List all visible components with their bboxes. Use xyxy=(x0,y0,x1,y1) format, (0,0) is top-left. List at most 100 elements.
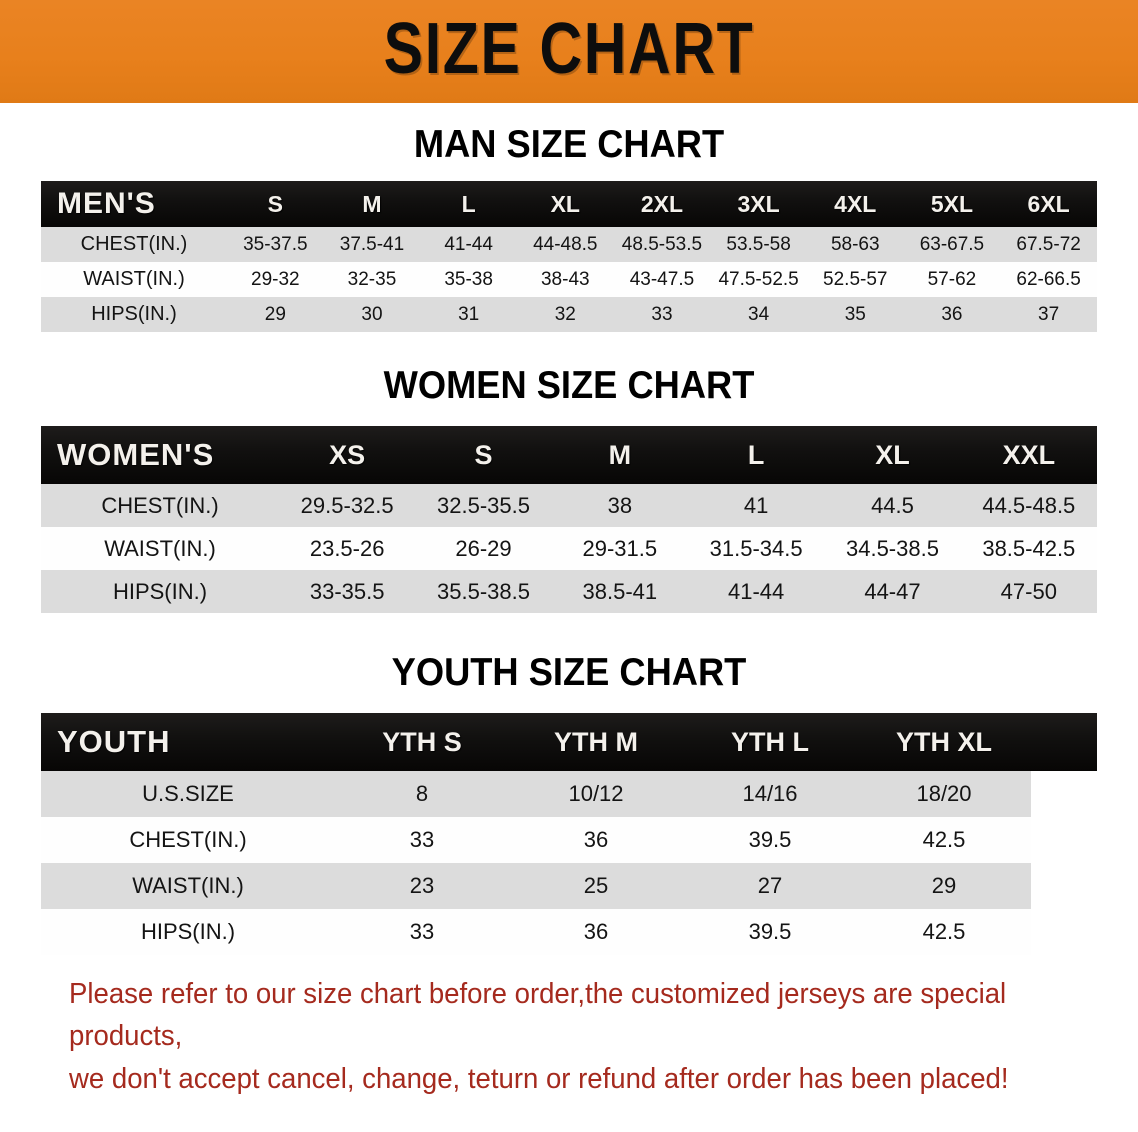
women-hips-m: 38.5-41 xyxy=(551,570,688,613)
men-table-body: CHEST(IN.) 35-37.5 37.5-41 41-44 44-48.5… xyxy=(41,227,1097,332)
women-hips-xl: 44-47 xyxy=(824,570,961,613)
table-row: U.S.SIZE 8 10/12 14/16 18/20 xyxy=(41,771,1097,817)
men-hips-4xl: 35 xyxy=(806,297,904,332)
women-waist-xl: 34.5-38.5 xyxy=(824,527,961,570)
men-chest-l: 41-44 xyxy=(420,227,517,262)
men-waist-l: 35-38 xyxy=(420,262,517,297)
women-header-row: WOMEN'S XS S M L XL XXL xyxy=(41,426,1097,484)
youth-table-wrapper: YOUTH YTH S YTH M YTH L YTH XL U.S.SIZE … xyxy=(41,713,1097,955)
men-hips-2xl: 33 xyxy=(613,297,711,332)
men-row-label-waist: WAIST(IN.) xyxy=(41,262,227,297)
women-waist-m: 29-31.5 xyxy=(551,527,688,570)
women-waist-s: 26-29 xyxy=(415,527,552,570)
men-waist-3xl: 47.5-52.5 xyxy=(710,262,807,297)
man-section-title: MAN SIZE CHART xyxy=(413,123,725,166)
youth-ussize-m: 10/12 xyxy=(509,771,683,817)
youth-row-label-us-size: U.S.SIZE xyxy=(41,771,335,817)
men-hips-3xl: 34 xyxy=(710,297,807,332)
youth-table-head: YOUTH YTH S YTH M YTH L YTH XL xyxy=(41,713,1097,771)
youth-waist-xl: 29 xyxy=(857,863,1031,909)
table-row: CHEST(IN.) 33 36 39.5 42.5 xyxy=(41,817,1097,863)
youth-hips-s: 33 xyxy=(335,909,509,955)
women-chest-xl: 44.5 xyxy=(824,484,961,527)
men-col-header-5xl: 5XL xyxy=(903,181,1001,227)
men-waist-5xl: 57-62 xyxy=(903,262,1001,297)
women-size-table: WOMEN'S XS S M L XL XXL CHEST(IN.) 29.5-… xyxy=(41,426,1097,613)
table-row: WAIST(IN.) 23 25 27 29 xyxy=(41,863,1097,909)
youth-section-title: YOUTH SIZE CHART xyxy=(391,651,747,694)
youth-col-header-yth-xl: YTH XL xyxy=(857,713,1031,771)
table-row: CHEST(IN.) 29.5-32.5 32.5-35.5 38 41 44.… xyxy=(41,484,1097,527)
men-chest-6xl: 67.5-72 xyxy=(1000,227,1097,262)
youth-row-label-chest: CHEST(IN.) xyxy=(41,817,335,863)
men-waist-m: 32-35 xyxy=(323,262,421,297)
youth-header-row: YOUTH YTH S YTH M YTH L YTH XL xyxy=(41,713,1097,771)
youth-chest-xl: 42.5 xyxy=(857,817,1031,863)
women-col-header-xxl: XXL xyxy=(960,426,1097,484)
men-header-row: MEN'S S M L XL 2XL 3XL 4XL 5XL 6XL xyxy=(41,181,1097,227)
men-chest-s: 35-37.5 xyxy=(227,227,324,262)
youth-chest-m: 36 xyxy=(509,817,683,863)
men-table-head: MEN'S S M L XL 2XL 3XL 4XL 5XL 6XL xyxy=(41,181,1097,227)
women-waist-xxl: 38.5-42.5 xyxy=(960,527,1097,570)
women-col-header-s: S xyxy=(415,426,552,484)
table-row: HIPS(IN.) 33 36 39.5 42.5 xyxy=(41,909,1097,955)
youth-row-filler xyxy=(1031,771,1097,817)
men-hips-xl: 32 xyxy=(516,297,614,332)
youth-col-header-yth-l: YTH L xyxy=(683,713,857,771)
youth-col-header-yth-s: YTH S xyxy=(335,713,509,771)
youth-row-label-hips: HIPS(IN.) xyxy=(41,909,335,955)
women-waist-l: 31.5-34.5 xyxy=(687,527,825,570)
table-row: HIPS(IN.) 33-35.5 35.5-38.5 38.5-41 41-4… xyxy=(41,570,1097,613)
youth-hips-xl: 42.5 xyxy=(857,909,1031,955)
men-hips-5xl: 36 xyxy=(903,297,1001,332)
men-col-header-l: L xyxy=(420,181,517,227)
women-hips-l: 41-44 xyxy=(687,570,825,613)
women-col-header-xl: XL xyxy=(824,426,961,484)
table-row: WAIST(IN.) 29-32 32-35 35-38 38-43 43-47… xyxy=(41,262,1097,297)
women-row-label-hips: HIPS(IN.) xyxy=(41,570,279,613)
youth-col-header-yth-m: YTH M xyxy=(509,713,683,771)
youth-hips-m: 36 xyxy=(509,909,683,955)
men-chest-m: 37.5-41 xyxy=(323,227,421,262)
youth-chest-l: 39.5 xyxy=(683,817,857,863)
youth-row-filler xyxy=(1031,817,1097,863)
women-table-head: WOMEN'S XS S M L XL XXL xyxy=(41,426,1097,484)
order-disclaimer-text: Please refer to our size chart before or… xyxy=(69,978,1009,1095)
men-size-table: MEN'S S M L XL 2XL 3XL 4XL 5XL 6XL CHEST… xyxy=(41,181,1097,332)
men-hips-l: 31 xyxy=(420,297,517,332)
men-col-header-3xl: 3XL xyxy=(710,181,807,227)
women-row-label-waist: WAIST(IN.) xyxy=(41,527,279,570)
man-table-wrapper: MEN'S S M L XL 2XL 3XL 4XL 5XL 6XL CHEST… xyxy=(41,181,1097,332)
women-chest-xxl: 44.5-48.5 xyxy=(960,484,1097,527)
men-col-header-6xl: 6XL xyxy=(1000,181,1097,227)
women-col-header-xs: XS xyxy=(279,426,416,484)
table-row: CHEST(IN.) 35-37.5 37.5-41 41-44 44-48.5… xyxy=(41,227,1097,262)
youth-size-table: YOUTH YTH S YTH M YTH L YTH XL U.S.SIZE … xyxy=(41,713,1097,955)
women-col-header-m: M xyxy=(551,426,688,484)
women-table-body: CHEST(IN.) 29.5-32.5 32.5-35.5 38 41 44.… xyxy=(41,484,1097,613)
women-hips-s: 35.5-38.5 xyxy=(415,570,552,613)
men-hips-s: 29 xyxy=(227,297,324,332)
men-col-header-xl: XL xyxy=(516,181,614,227)
men-col-header-m: M xyxy=(323,181,421,227)
men-waist-xl: 38-43 xyxy=(516,262,614,297)
youth-row-filler xyxy=(1031,863,1097,909)
women-row-label-chest: CHEST(IN.) xyxy=(41,484,279,527)
youth-chest-s: 33 xyxy=(335,817,509,863)
men-waist-6xl: 62-66.5 xyxy=(1000,262,1097,297)
men-chest-5xl: 63-67.5 xyxy=(903,227,1001,262)
women-waist-xs: 23.5-26 xyxy=(279,527,416,570)
youth-row-label-waist: WAIST(IN.) xyxy=(41,863,335,909)
page-banner: SIZE CHART xyxy=(0,0,1138,103)
women-corner-header: WOMEN'S xyxy=(41,426,279,484)
men-col-header-2xl: 2XL xyxy=(613,181,711,227)
women-section-title: WOMEN SIZE CHART xyxy=(383,364,755,407)
women-hips-xs: 33-35.5 xyxy=(279,570,416,613)
men-chest-3xl: 53.5-58 xyxy=(710,227,807,262)
youth-waist-s: 23 xyxy=(335,863,509,909)
women-table-wrapper: WOMEN'S XS S M L XL XXL CHEST(IN.) 29.5-… xyxy=(41,426,1097,613)
men-corner-header: MEN'S xyxy=(41,181,227,227)
youth-row-filler xyxy=(1031,909,1097,955)
women-chest-xs: 29.5-32.5 xyxy=(279,484,416,527)
